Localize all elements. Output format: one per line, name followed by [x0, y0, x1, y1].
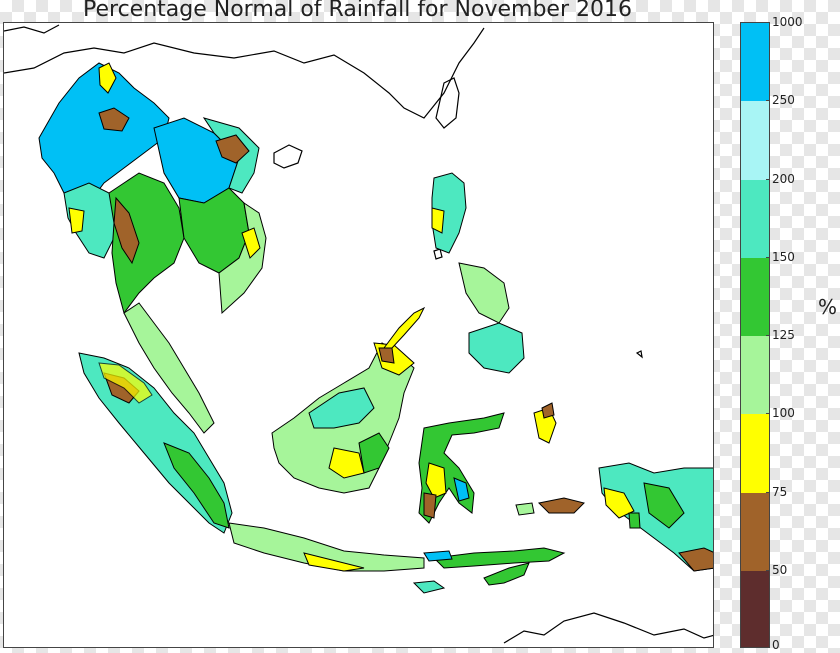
colorbar-tick-label: 125	[772, 328, 795, 342]
colorbar-tick-label: 200	[772, 171, 795, 186]
brown-north	[98, 107, 130, 132]
new-guinea-brown	[678, 547, 713, 572]
rainfall-map	[3, 22, 714, 648]
bali-flores	[432, 547, 566, 569]
vietnam-brown	[215, 134, 250, 164]
colorbar-tick-label: 75	[772, 484, 788, 499]
yellow-west	[68, 207, 85, 234]
colorbar-tick-mark	[766, 491, 770, 493]
colorbar-tick-label: 0	[772, 638, 780, 652]
new-guinea-yellow	[603, 487, 635, 519]
taiwan-coast	[435, 77, 460, 129]
thailand-region	[108, 172, 185, 315]
borneo	[271, 342, 415, 494]
peninsula-brown	[113, 196, 140, 265]
palawan	[383, 306, 426, 349]
china-coast	[4, 24, 485, 119]
sulawesi-brown	[423, 492, 437, 519]
colorbar-tick-mark	[766, 178, 770, 180]
colorbar-tick-label: 150	[772, 249, 795, 264]
colorbar-segment	[741, 570, 769, 647]
java-islands	[228, 522, 566, 594]
sulawesi-yellow	[425, 462, 447, 499]
colorbar-tick-label: 1000	[772, 15, 803, 29]
yellow-band-north	[98, 62, 117, 94]
colorbar-tick-label: 250	[772, 93, 795, 108]
small-island-coast	[433, 248, 643, 359]
sulawesi-cyan	[453, 477, 470, 502]
sumatra-green	[163, 442, 230, 529]
luzon-yellow	[431, 207, 445, 234]
mainland-sea	[38, 62, 267, 434]
colorbar-tick-mark	[766, 569, 770, 571]
colorbar-tick-label: 100	[772, 406, 795, 421]
colorbar-segment	[741, 336, 769, 415]
sulawesi	[418, 412, 505, 524]
java	[228, 522, 425, 572]
hainan-coast	[273, 144, 303, 169]
coastline-layer	[4, 24, 713, 644]
colorbar-segment	[741, 414, 769, 493]
java-yellow	[303, 552, 365, 572]
mindanao	[468, 322, 525, 374]
east-islands	[515, 402, 713, 572]
colorbar-tick-mark	[766, 100, 770, 102]
colorbar	[740, 22, 770, 648]
colorbar-segment	[741, 101, 769, 180]
colorbar-tick-label: 50	[772, 562, 788, 577]
visayas	[458, 262, 510, 324]
buru	[515, 502, 535, 516]
colorbar-segment	[741, 257, 769, 336]
map-title: Percentage Normal of Rainfall for Novemb…	[82, 0, 632, 22]
australia-coast	[503, 612, 713, 644]
aru	[628, 512, 641, 529]
peninsula	[123, 302, 215, 434]
colorbar-tick-mark	[766, 256, 770, 258]
sumba	[412, 580, 446, 594]
colorbar-segment	[741, 23, 769, 102]
seram	[537, 497, 585, 514]
colorbar-tick-mark	[766, 413, 770, 415]
halmahera-brown	[541, 402, 555, 419]
map-canvas	[4, 24, 713, 644]
myanmar-region	[38, 62, 170, 219]
colorbar-tick-mark	[766, 335, 770, 336]
vietnam-yellow	[241, 227, 261, 259]
borneo-yellow	[328, 447, 365, 479]
colorbar-tick-mark	[766, 647, 770, 648]
new-guinea-green	[643, 482, 685, 529]
colorbar-segment	[741, 492, 769, 571]
colorbar-unit: %	[818, 295, 838, 319]
colorbar-segment	[741, 179, 769, 258]
sumatra-yellow	[98, 362, 153, 404]
philippines	[383, 172, 525, 374]
colorbar-tick-mark	[766, 22, 770, 23]
sumbawa-cyan	[423, 550, 453, 562]
sumatra	[78, 352, 233, 534]
borneo-cyan	[308, 387, 375, 429]
timor	[483, 562, 530, 586]
